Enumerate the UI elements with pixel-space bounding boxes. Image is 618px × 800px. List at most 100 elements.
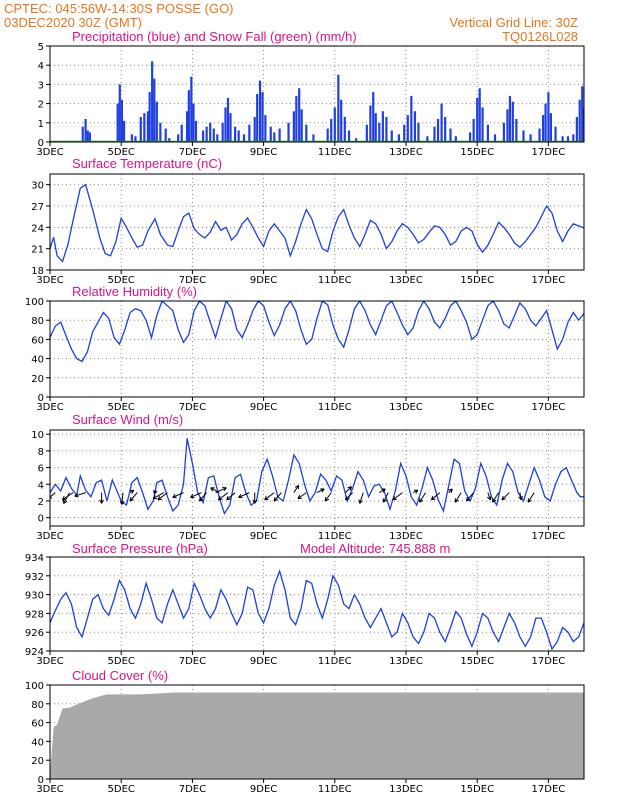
precip-bar (292, 111, 295, 142)
header-date: 03DEC2020 30Z (GMT) (4, 15, 142, 30)
title-pressure: Surface Pressure (hPa) (72, 541, 208, 556)
wind-arrowhead (157, 495, 162, 501)
wind-arrowhead (273, 496, 279, 502)
precip-bar (444, 117, 447, 142)
precip-bar (242, 134, 246, 142)
frame-pressure (49, 556, 585, 652)
xtick-label-humidity: 3DEC (36, 402, 63, 413)
xtick-label-wind: 7DEC (179, 531, 206, 542)
precip-bar (544, 103, 547, 142)
panel-precipitation: 0 1 2 3 4 5 3DEC 5DEC 7DEC 9DEC 11DEC 13DEC 15DEC 17D… (36, 42, 585, 158)
precip-bar (177, 134, 180, 142)
precip-bar (472, 118, 475, 142)
xtick-label-precipitation: 9DEC (250, 147, 277, 158)
wind-vector (273, 492, 282, 502)
panel-temperature: 18 21 24 27 30 3DEC 5DEC 7DEC 9DEC 11DEC 13DEC 15DE… (31, 173, 585, 286)
xtick-label-pressure: 13DEC (389, 656, 423, 667)
precip-bar (84, 118, 87, 142)
precip-bar (122, 120, 126, 142)
xtick-label-humidity: 15DEC (460, 402, 494, 413)
ytick-label-precipitation: 3 (38, 80, 44, 91)
wind-arrowhead (152, 490, 158, 495)
title-humidity: Relative Humidity (%) (72, 284, 197, 299)
line-wind (50, 438, 584, 516)
ytick-label-precipitation: 5 (38, 42, 44, 53)
precip-bar (185, 111, 189, 142)
wind-vector (359, 492, 364, 504)
precip-bar (201, 130, 205, 142)
wind-vector (382, 492, 389, 503)
wind-arrowhead (454, 498, 459, 503)
precip-bar (506, 109, 509, 142)
title-cloud-cover: Cloud Cover (%) (72, 668, 168, 683)
xtick-label-precipitation: 5DEC (108, 147, 135, 158)
ytick-label-cloud: 80 (31, 700, 44, 711)
wind-arrowhead (527, 498, 532, 503)
wind-vector (152, 492, 165, 500)
header-grid-note: Vertical Grid Line: 30Z (449, 15, 578, 30)
wind-vector (419, 492, 427, 503)
header-code: TQ0126L028 (502, 29, 578, 44)
precip-bar (256, 94, 259, 142)
precip-bar (390, 130, 393, 142)
precip-bar (295, 95, 298, 142)
xtick-label-cloud: 15DEC (460, 784, 494, 795)
precip-bar (221, 122, 224, 142)
series-temperature (50, 183, 584, 263)
wind-vector (172, 492, 184, 498)
frame-temperature (49, 173, 585, 271)
wind-arrowhead (252, 499, 258, 504)
line-pressure (50, 569, 584, 651)
precip-bar (194, 120, 198, 142)
ytick-label-wind: 2 (38, 497, 44, 508)
cloud-area (50, 692, 584, 779)
frame-humidity (49, 300, 585, 398)
wind-arrowhead (392, 495, 397, 501)
wind-vector (492, 492, 499, 503)
precip-bar (582, 107, 584, 142)
xtick-label-wind: 17DEC (532, 531, 566, 542)
wind-arrowhead (190, 493, 195, 499)
precip-bar (258, 80, 262, 142)
precip-bar (572, 134, 575, 142)
wind-arrowhead (465, 496, 471, 502)
precip-bar (365, 124, 368, 142)
precip-bar (508, 95, 512, 142)
wind-vector (345, 492, 353, 501)
precip-bar (433, 126, 436, 142)
precip-bar (269, 126, 272, 142)
ytick-label-pressure: 928 (25, 609, 44, 620)
precip-bar (326, 128, 329, 142)
wind-vector (74, 492, 86, 497)
ytick-label-cloud: 100 (25, 681, 44, 692)
precip-bar (116, 103, 119, 142)
precip-bar (381, 111, 384, 142)
header-location: CPTEC: 045:56W-14:30S POSSE (GO) (4, 1, 234, 16)
precip-bar (148, 92, 151, 142)
precip-bar (337, 74, 340, 142)
precip-bar (478, 88, 481, 142)
wind-vector (293, 485, 300, 493)
panel-humidity: 0 20 40 60 80 100 3DEC 5DEC 7DEC 9DEC 11DEC 13DEC 15… (25, 297, 585, 413)
precip-bar (205, 126, 208, 142)
precip-bar (440, 103, 443, 142)
precip-bar (168, 138, 171, 142)
wind-vector (129, 492, 138, 502)
precip-bar (146, 111, 149, 142)
ytick-label-wind: 10 (31, 430, 44, 441)
wind-arrowhead (501, 495, 507, 501)
xtick-label-humidity: 17DEC (532, 402, 566, 413)
precip-bar (581, 86, 584, 142)
precip-bar (248, 124, 251, 142)
series-wind (50, 438, 584, 516)
wind-vector (392, 492, 403, 501)
xtick-label-cloud: 11DEC (318, 784, 352, 795)
wind-arrowhead (347, 486, 352, 491)
precip-bar (417, 122, 420, 142)
line-temperature (50, 183, 584, 263)
precip-bar (81, 126, 84, 142)
precip-bar (372, 92, 375, 142)
wind-arrowhead (358, 499, 363, 504)
ytick-label-pressure: 924 (25, 647, 44, 658)
wind-vector (157, 492, 168, 501)
